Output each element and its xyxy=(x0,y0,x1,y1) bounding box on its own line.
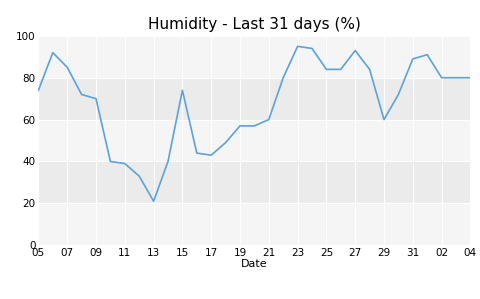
Title: Humidity - Last 31 days (%): Humidity - Last 31 days (%) xyxy=(148,17,361,32)
Bar xyxy=(38,120,470,161)
Bar xyxy=(38,161,470,203)
Bar xyxy=(38,36,470,78)
Bar xyxy=(38,203,470,245)
Bar xyxy=(38,78,470,120)
X-axis label: Date: Date xyxy=(241,259,268,269)
